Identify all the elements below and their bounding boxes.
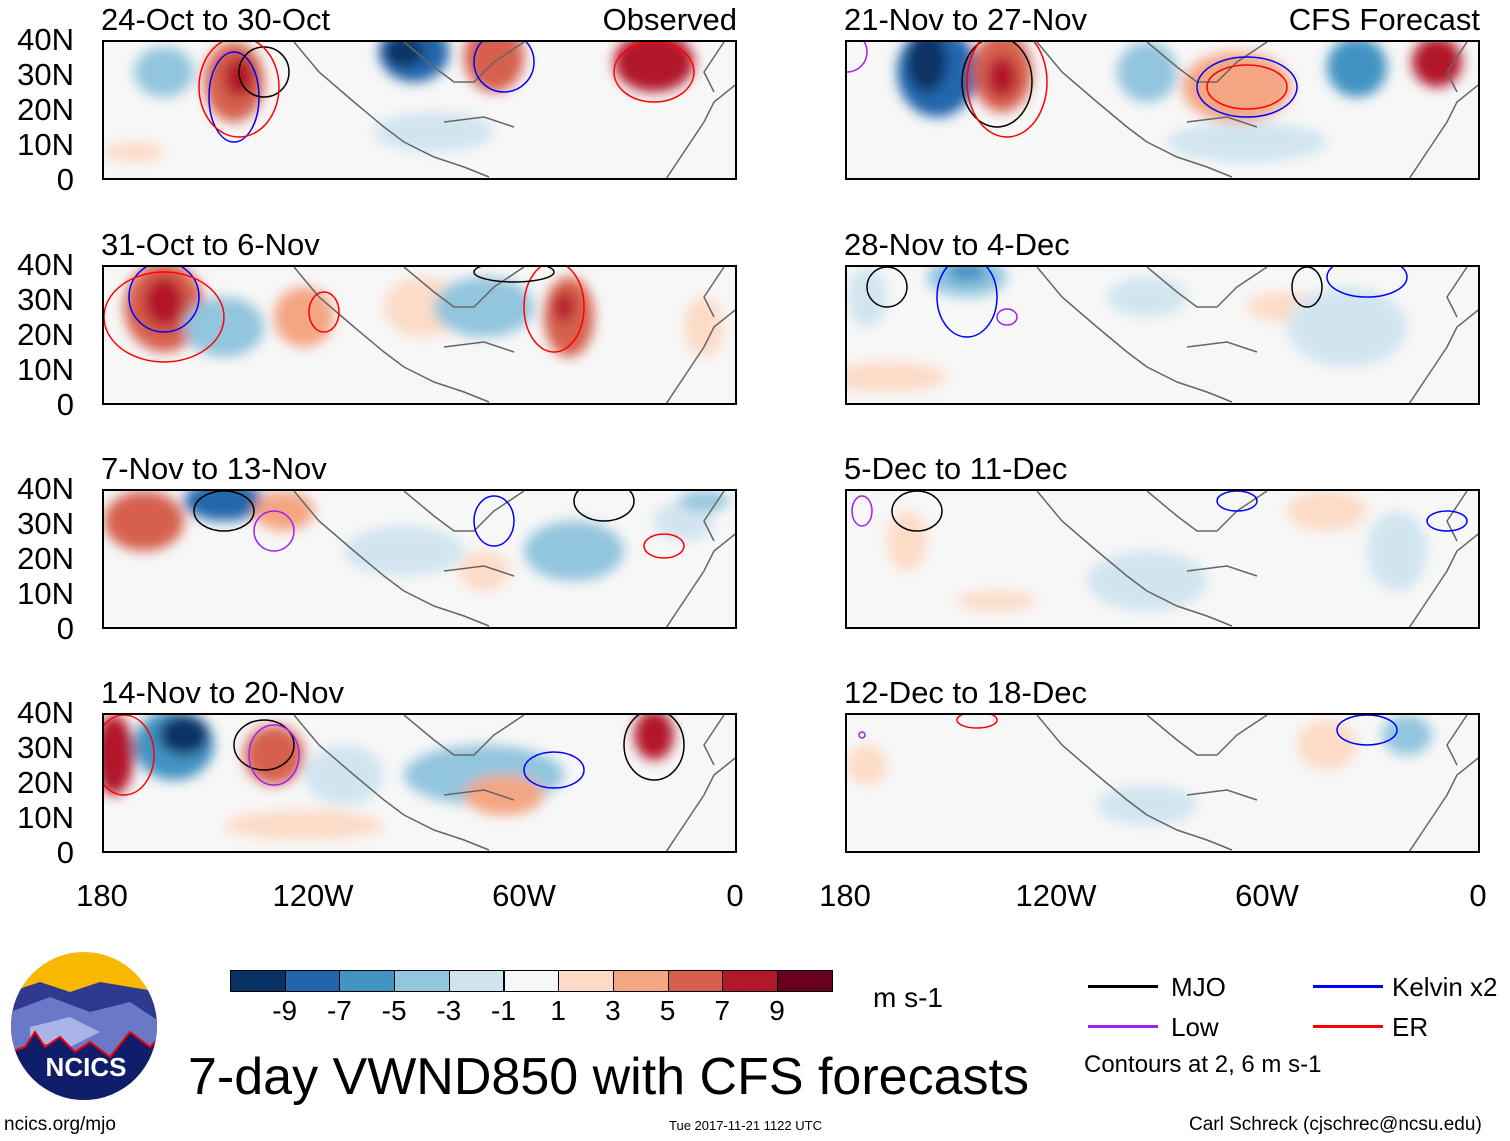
lat-tick-label: 40N [17,471,74,506]
lat-tick-label: 40N [17,247,74,282]
lat-tick-label: 0 [56,387,74,422]
lat-tick-label: 10N [17,576,74,611]
colorbar-swatch [394,970,450,992]
colorbar-swatch [339,970,396,992]
panel-title: 7-Nov to 13-Nov [101,451,327,486]
colorbar-swatch [667,970,724,992]
colorbar-swatch [230,970,286,992]
legend-kelvin-line [1313,985,1383,988]
colorbar-units: m s-1 [873,982,943,1013]
colorbar-swatch [448,970,505,992]
colorbar-label: 3 [605,995,621,1026]
legend-mjo-label: MJO [1171,972,1226,1002]
footer-timestamp: Tue 2017-11-21 1122 UTC [669,1118,822,1133]
panel-title: 21-Nov to 27-Nov [844,2,1087,37]
panel-title: 12-Dec to 18-Dec [844,675,1087,710]
lat-tick-label: 30N [17,282,74,317]
lon-tick-label: 120W [1015,878,1097,913]
svg-text:NCICS: NCICS [46,1052,127,1082]
colorbar-swatch [503,970,560,992]
figure-title: 7-day VWND850 with CFS forecasts [188,1048,1029,1106]
lat-tick-label: 30N [17,506,74,541]
colorbar-label: 9 [769,995,785,1026]
lat-tick-label: 20N [17,765,74,800]
lat-tick-label: 20N [17,541,74,576]
lon-tick-label: 120W [272,878,354,913]
map-panel [102,489,737,629]
contour-note: Contours at 2, 6 m s-1 [1084,1051,1322,1078]
colorbar-label: -7 [326,995,352,1026]
legend-er-label: ER [1392,1012,1429,1042]
lat-tick-label: 40N [17,695,74,730]
legend-low-label: Low [1171,1012,1219,1042]
lat-tick-label: 10N [17,800,74,835]
ncics-logo: NCICS [11,952,157,1100]
legend-kelvin-label: Kelvin x2 [1392,972,1498,1002]
map-panel [102,713,737,853]
panel-title: 5-Dec to 11-Dec [844,451,1068,486]
map-panel [845,40,1480,180]
panel-title: 28-Nov to 4-Dec [844,227,1070,262]
colorbar-label: 1 [550,995,566,1026]
panel-source-label: CFS Forecast [1288,2,1480,37]
lat-tick-label: 10N [17,127,74,162]
lon-tick-label: 60W [492,878,556,913]
lon-tick-label: 0 [1469,878,1487,913]
colorbar-label: 5 [659,995,676,1026]
lat-tick-label: 0 [56,835,74,870]
panel-title: 24-Oct to 30-Oct [101,2,331,37]
lat-tick-label: 30N [17,57,74,92]
map-panel [845,265,1480,405]
colorbar-label: 7 [714,995,731,1026]
legend-mjo-line [1088,985,1158,988]
lon-tick-label: 180 [76,878,128,913]
colorbar-swatch [558,970,614,992]
colorbar-label: -5 [381,995,407,1026]
lon-tick-label: 60W [1235,878,1299,913]
map-panel [845,713,1480,853]
footer-author: Carl Schreck (cjschrec@ncsu.edu) [1189,1114,1482,1135]
footer-url: ncics.org/mjo [4,1114,116,1135]
colorbar-swatch [722,970,778,992]
legend-low-line [1088,1025,1158,1028]
lat-tick-label: 10N [17,352,74,387]
lat-tick-label: 30N [17,730,74,765]
panel-title: 31-Oct to 6-Nov [101,227,320,262]
panel-title: 14-Nov to 20-Nov [101,675,344,710]
colorbar-swatch [612,970,669,992]
map-panel [102,40,737,180]
panel-source-label: Observed [602,2,737,37]
colorbar-label: -9 [272,995,298,1026]
colorbar-label: -1 [491,995,516,1026]
lat-tick-label: 20N [17,92,74,127]
lat-tick-label: 0 [56,162,74,197]
colorbar-swatch [777,970,833,992]
colorbar-swatch [284,970,341,992]
colorbar-label: -3 [436,995,462,1026]
map-panel [102,265,737,405]
lat-tick-label: 20N [17,317,74,352]
legend-er-line [1313,1025,1383,1028]
lon-tick-label: 180 [819,878,871,913]
lat-tick-label: 40N [17,22,74,57]
map-panel [845,489,1480,629]
lat-tick-label: 0 [56,611,74,646]
lon-tick-label: 0 [726,878,744,913]
